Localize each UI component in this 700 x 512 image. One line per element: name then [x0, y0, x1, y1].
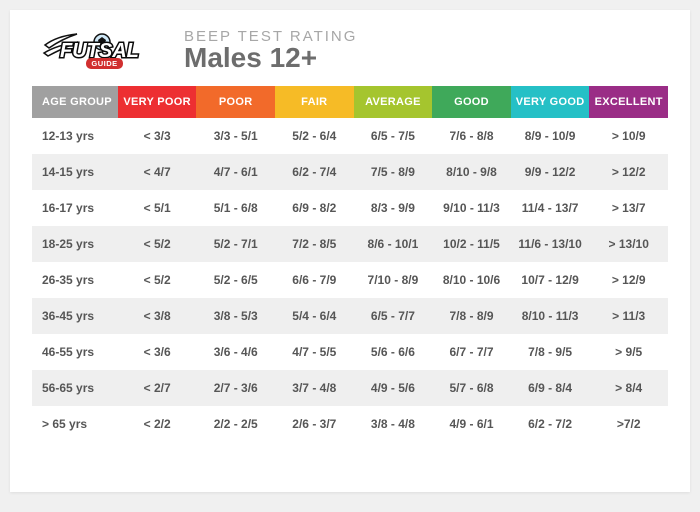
cell-value: < 2/7 — [118, 370, 197, 406]
cell-value: 10/7 - 12/9 — [511, 262, 590, 298]
table-body: 12-13 yrs< 3/33/3 - 5/15/2 - 6/46/5 - 7/… — [32, 118, 668, 442]
cell-value: 3/7 - 4/8 — [275, 370, 354, 406]
cell-value: 2/6 - 3/7 — [275, 406, 354, 442]
cell-value: 3/8 - 4/8 — [354, 406, 433, 442]
cell-value: 3/6 - 4/6 — [196, 334, 275, 370]
cell-value: 8/10 - 11/3 — [511, 298, 590, 334]
cell-value: 7/10 - 8/9 — [354, 262, 433, 298]
cell-value: > 13/7 — [589, 190, 668, 226]
futsal-guide-logo-icon: FUTSAL GUIDE — [42, 28, 162, 72]
cell-value: > 12/2 — [589, 154, 668, 190]
cell-value: 5/6 - 6/6 — [354, 334, 433, 370]
cell-value: 7/2 - 8/5 — [275, 226, 354, 262]
cell-value: 2/2 - 2/5 — [196, 406, 275, 442]
cell-value: < 4/7 — [118, 154, 197, 190]
table-row: 56-65 yrs< 2/72/7 - 3/63/7 - 4/84/9 - 5/… — [32, 370, 668, 406]
cell-value: > 13/10 — [589, 226, 668, 262]
logo: FUTSAL GUIDE — [42, 28, 162, 72]
table-row: 12-13 yrs< 3/33/3 - 5/15/2 - 6/46/5 - 7/… — [32, 118, 668, 154]
title-block: BEEP TEST RATING Males 12+ — [184, 28, 357, 72]
cell-value: 6/6 - 7/9 — [275, 262, 354, 298]
table-row: 16-17 yrs< 5/15/1 - 6/86/9 - 8/28/3 - 9/… — [32, 190, 668, 226]
cell-age: 18-25 yrs — [32, 226, 118, 262]
cell-value: > 12/9 — [589, 262, 668, 298]
cell-value: 4/9 - 6/1 — [432, 406, 511, 442]
cell-value: 7/6 - 8/8 — [432, 118, 511, 154]
cell-value: > 9/5 — [589, 334, 668, 370]
cell-value: >7/2 — [589, 406, 668, 442]
cell-value: 7/8 - 9/5 — [511, 334, 590, 370]
cell-value: 7/5 - 8/9 — [354, 154, 433, 190]
cell-value: 5/7 - 6/8 — [432, 370, 511, 406]
table-row: 36-45 yrs< 3/83/8 - 5/35/4 - 6/46/5 - 7/… — [32, 298, 668, 334]
cell-age: 14-15 yrs — [32, 154, 118, 190]
logo-badge-text: GUIDE — [91, 59, 117, 68]
cell-value: 5/1 - 6/8 — [196, 190, 275, 226]
cell-value: 6/7 - 7/7 — [432, 334, 511, 370]
cell-value: < 3/6 — [118, 334, 197, 370]
cell-value: 3/8 - 5/3 — [196, 298, 275, 334]
cell-value: 6/5 - 7/5 — [354, 118, 433, 154]
cell-value: 6/5 - 7/7 — [354, 298, 433, 334]
cell-value: > 8/4 — [589, 370, 668, 406]
cell-age: 36-45 yrs — [32, 298, 118, 334]
cell-value: < 3/8 — [118, 298, 197, 334]
table-row: 14-15 yrs< 4/74/7 - 6/16/2 - 7/47/5 - 8/… — [32, 154, 668, 190]
table-row: 26-35 yrs< 5/25/2 - 6/56/6 - 7/97/10 - 8… — [32, 262, 668, 298]
table-row: 46-55 yrs< 3/63/6 - 4/64/7 - 5/55/6 - 6/… — [32, 334, 668, 370]
header: FUTSAL GUIDE BEEP TEST RATING Males 12+ — [32, 28, 668, 72]
cell-value: 8/6 - 10/1 — [354, 226, 433, 262]
cell-age: 56-65 yrs — [32, 370, 118, 406]
cell-value: < 5/2 — [118, 262, 197, 298]
cell-value: 10/2 - 11/5 — [432, 226, 511, 262]
table-row: 18-25 yrs< 5/25/2 - 7/17/2 - 8/58/6 - 10… — [32, 226, 668, 262]
cell-value: 5/2 - 6/5 — [196, 262, 275, 298]
cell-value: > 11/3 — [589, 298, 668, 334]
col-header-poor: POOR — [196, 86, 275, 118]
cell-value: 4/7 - 6/1 — [196, 154, 275, 190]
col-header-age: AGE GROUP — [32, 86, 118, 118]
cell-value: 11/6 - 13/10 — [511, 226, 590, 262]
cell-value: 6/2 - 7/4 — [275, 154, 354, 190]
cell-age: 46-55 yrs — [32, 334, 118, 370]
col-header-average: AVERAGE — [354, 86, 433, 118]
col-header-fair: FAIR — [275, 86, 354, 118]
col-header-good: GOOD — [432, 86, 511, 118]
cell-value: 4/7 - 5/5 — [275, 334, 354, 370]
cell-value: 6/9 - 8/2 — [275, 190, 354, 226]
cell-value: 5/2 - 6/4 — [275, 118, 354, 154]
cell-value: 3/3 - 5/1 — [196, 118, 275, 154]
cell-value: 9/10 - 11/3 — [432, 190, 511, 226]
cell-value: 4/9 - 5/6 — [354, 370, 433, 406]
cell-value: 8/10 - 9/8 — [432, 154, 511, 190]
cell-value: 6/2 - 7/2 — [511, 406, 590, 442]
cell-value: 2/7 - 3/6 — [196, 370, 275, 406]
cell-value: < 2/2 — [118, 406, 197, 442]
cell-value: 7/8 - 8/9 — [432, 298, 511, 334]
cell-value: 5/2 - 7/1 — [196, 226, 275, 262]
cell-value: 11/4 - 13/7 — [511, 190, 590, 226]
cell-value: > 10/9 — [589, 118, 668, 154]
col-header-very-poor: VERY POOR — [118, 86, 197, 118]
table-row: > 65 yrs< 2/22/2 - 2/52/6 - 3/73/8 - 4/8… — [32, 406, 668, 442]
cell-value: < 5/2 — [118, 226, 197, 262]
cell-value: < 3/3 — [118, 118, 197, 154]
page-title: Males 12+ — [184, 44, 357, 72]
table-header-row: AGE GROUP VERY POOR POOR FAIR AVERAGE GO… — [32, 86, 668, 118]
rating-table: AGE GROUP VERY POOR POOR FAIR AVERAGE GO… — [32, 86, 668, 442]
cell-value: 8/9 - 10/9 — [511, 118, 590, 154]
cell-value: 8/10 - 10/6 — [432, 262, 511, 298]
rating-card: FUTSAL GUIDE BEEP TEST RATING Males 12+ … — [10, 10, 690, 492]
cell-value: < 5/1 — [118, 190, 197, 226]
cell-age: 26-35 yrs — [32, 262, 118, 298]
col-header-excellent: EXCELLENT — [589, 86, 668, 118]
cell-value: 6/9 - 8/4 — [511, 370, 590, 406]
col-header-very-good: VERY GOOD — [511, 86, 590, 118]
cell-age: > 65 yrs — [32, 406, 118, 442]
cell-age: 16-17 yrs — [32, 190, 118, 226]
cell-value: 9/9 - 12/2 — [511, 154, 590, 190]
cell-value: 8/3 - 9/9 — [354, 190, 433, 226]
cell-age: 12-13 yrs — [32, 118, 118, 154]
cell-value: 5/4 - 6/4 — [275, 298, 354, 334]
